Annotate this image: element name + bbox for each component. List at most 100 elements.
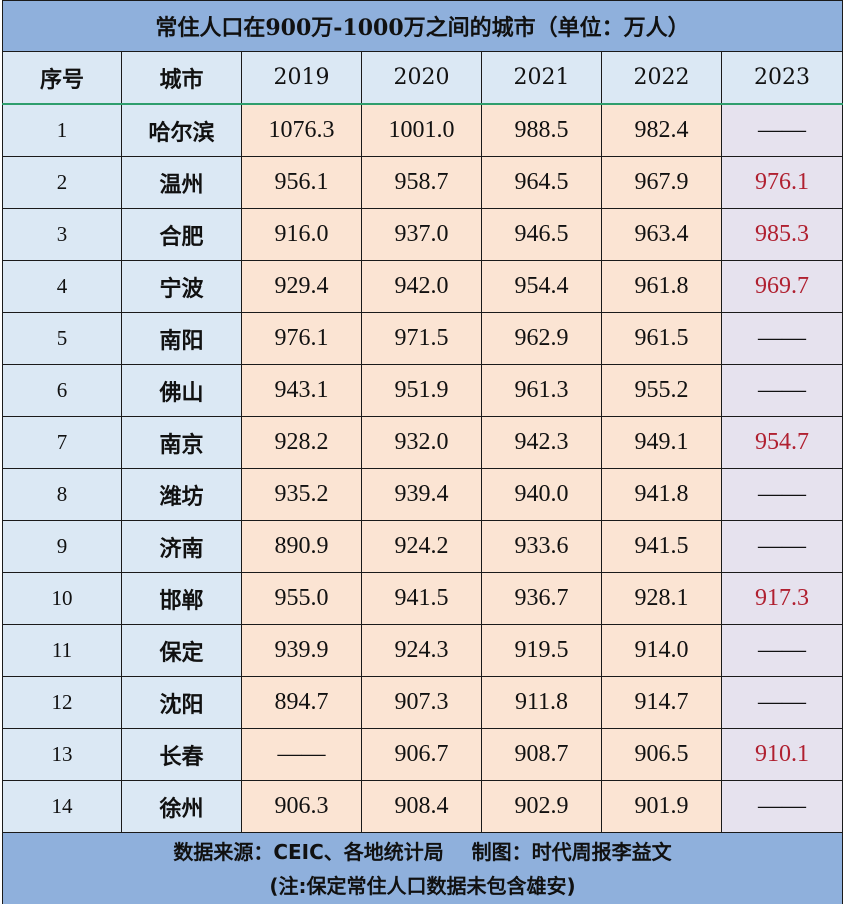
city-name: 宁波 [121,260,242,313]
header-index: 序号 [2,51,122,105]
row-index: 1 [2,103,122,157]
row-index: 5 [2,312,122,365]
row-index: 7 [2,416,122,469]
cell-2019: 928.2 [241,416,362,469]
city-name: 邯郸 [121,572,242,625]
cell-2023: 910.1 [720,728,844,781]
header-2022: 2022 [601,51,722,105]
table-row: 9 济南 890.9 924.2 933.6 941.5 —— [2,520,844,573]
cell-2020: 941.5 [361,572,482,625]
cell-2022: 982.4 [601,103,722,157]
cell-2019: 916.0 [241,208,362,261]
table-row: 8 潍坊 935.2 939.4 940.0 941.8 —— [2,468,844,521]
cell-2019: —— [241,728,362,781]
cell-2020: 1001.0 [361,103,482,157]
row-index: 11 [2,624,122,677]
footnote: (注:保定常住人口数据未包含雄安) [269,874,576,898]
cell-2020: 908.4 [361,780,482,833]
cell-2020: 932.0 [361,416,482,469]
cell-2019: 890.9 [241,520,362,573]
city-name: 佛山 [121,364,242,417]
cell-2019: 976.1 [241,312,362,365]
cell-2023: —— [720,780,844,833]
cell-2020: 939.4 [361,468,482,521]
cell-2019: 1076.3 [241,103,362,157]
cell-2021: 940.0 [481,468,602,521]
cell-2023: —— [720,520,844,573]
city-name: 沈阳 [121,676,242,729]
cell-2022: 906.5 [601,728,722,781]
city-name: 南阳 [121,312,242,365]
city-name: 长春 [121,728,242,781]
city-name: 哈尔滨 [121,103,242,157]
row-index: 3 [2,208,122,261]
city-name: 南京 [121,416,242,469]
cell-2021: 908.7 [481,728,602,781]
cell-2023: —— [720,312,844,365]
table-title: 常住人口在900万-1000万之间的城市（单位：万人） [1,0,844,52]
cell-2021: 964.5 [481,156,602,209]
header-2020: 2020 [361,51,482,105]
cell-2022: 928.1 [601,572,722,625]
table-row: 11 保定 939.9 924.3 919.5 914.0 —— [2,624,844,677]
cell-2019: 929.4 [241,260,362,313]
header-row: 序号 城市 2019 2020 2021 2022 2023 [2,51,844,105]
cell-2021: 962.9 [481,312,602,365]
table-row: 3 合肥 916.0 937.0 946.5 963.4 985.3 [2,208,844,261]
row-index: 13 [2,728,122,781]
city-name: 合肥 [121,208,242,261]
cell-2020: 907.3 [361,676,482,729]
cell-2023: —— [720,364,844,417]
cell-2023: —— [720,624,844,677]
cell-2020: 924.3 [361,624,482,677]
cell-2022: 961.8 [601,260,722,313]
row-index: 6 [2,364,122,417]
cell-2023: 969.7 [720,260,844,313]
cell-2020: 937.0 [361,208,482,261]
cell-2021: 936.7 [481,572,602,625]
header-city: 城市 [121,51,242,105]
cell-2022: 941.8 [601,468,722,521]
city-name: 徐州 [121,780,242,833]
cell-2020: 906.7 [361,728,482,781]
cell-2022: 955.2 [601,364,722,417]
cell-2022: 901.9 [601,780,722,833]
cell-2020: 942.0 [361,260,482,313]
cell-2019: 956.1 [241,156,362,209]
cell-2022: 967.9 [601,156,722,209]
cell-2021: 946.5 [481,208,602,261]
table-row: 7 南京 928.2 932.0 942.3 949.1 954.7 [2,416,844,469]
cell-2023: 954.7 [720,416,844,469]
cell-2019: 955.0 [241,572,362,625]
cell-2021: 942.3 [481,416,602,469]
table-row: 13 长春 —— 906.7 908.7 906.5 910.1 [2,728,844,781]
cell-2023: 976.1 [720,156,844,209]
city-name: 温州 [121,156,242,209]
cell-2023: 917.3 [720,572,844,625]
cell-2022: 914.7 [601,676,722,729]
header-2021: 2021 [481,51,602,105]
cell-2021: 911.8 [481,676,602,729]
city-name: 潍坊 [121,468,242,521]
table-row: 1 哈尔滨 1076.3 1001.0 988.5 982.4 —— [2,103,844,157]
cell-2021: 919.5 [481,624,602,677]
cell-2020: 951.9 [361,364,482,417]
cell-2022: 949.1 [601,416,722,469]
footer-row: 数据来源：CEIC、各地统计局 制图：时代周报李益文 (注:保定常住人口数据未包含… [1,832,844,904]
table-row: 14 徐州 906.3 908.4 902.9 901.9 —— [2,780,844,833]
city-name: 保定 [121,624,242,677]
cell-2021: 902.9 [481,780,602,833]
table-row: 12 沈阳 894.7 907.3 911.8 914.7 —— [2,676,844,729]
cell-2022: 941.5 [601,520,722,573]
cell-2021: 954.4 [481,260,602,313]
cell-2020: 971.5 [361,312,482,365]
cell-2021: 961.3 [481,364,602,417]
table-row: 5 南阳 976.1 971.5 962.9 961.5 —— [2,312,844,365]
table-row: 2 温州 956.1 958.7 964.5 967.9 976.1 [2,156,844,209]
cell-2023: —— [720,103,844,157]
table-row: 4 宁波 929.4 942.0 954.4 961.8 969.7 [2,260,844,313]
cell-2022: 961.5 [601,312,722,365]
footer: 数据来源：CEIC、各地统计局 制图：时代周报李益文 (注:保定常住人口数据未包含… [1,832,844,904]
